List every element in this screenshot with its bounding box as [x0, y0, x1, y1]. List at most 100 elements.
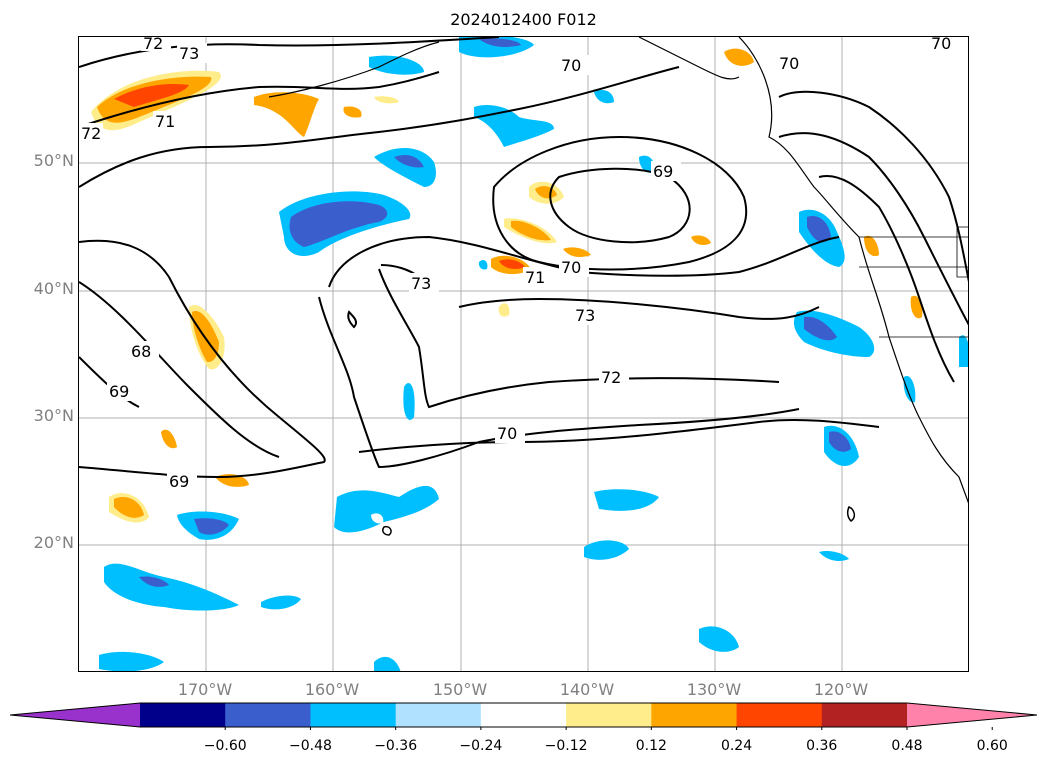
shade-negative [479, 38, 521, 47]
contour-line [778, 132, 968, 326]
shade-negative [99, 651, 164, 671]
contour-label: 70 [931, 37, 951, 53]
contour-line [458, 297, 820, 320]
shade-negative [807, 216, 831, 243]
shade-negative [594, 489, 659, 511]
contour-label: 73 [411, 274, 431, 293]
shade-negative [374, 147, 436, 187]
shade-negative [374, 656, 401, 671]
colorbar-segment [480, 703, 567, 727]
shade-negative [474, 105, 554, 147]
lon-label-130w: 130°W [686, 680, 742, 699]
contour-line [358, 418, 880, 453]
lat-label-50n: 50°N [33, 151, 74, 170]
shade-negative [104, 563, 239, 611]
lon-label-140w: 140°W [559, 680, 615, 699]
colorbar-segment [736, 703, 823, 727]
contour-label: 70 [561, 258, 581, 277]
shade-positive [724, 48, 754, 66]
contour-label: 70 [561, 56, 581, 75]
contour-label-layer: 72 73 71 72 70 70 70 69 70 71 73 73 68 [79, 37, 959, 491]
shade-negative [639, 155, 655, 173]
contour-label: 72 [143, 37, 163, 53]
shade-neutral [371, 513, 384, 524]
colorbar-segment [651, 703, 738, 727]
shade-positive [511, 220, 551, 241]
colorbar-tick-label: −0.36 [374, 738, 418, 754]
contour-line [79, 239, 326, 479]
island [846, 506, 856, 522]
shade-negative [903, 376, 916, 403]
lon-label-120w: 120°W [813, 680, 869, 699]
coastlines [268, 37, 968, 536]
shade-positive [374, 96, 399, 104]
contour-line [378, 268, 780, 409]
contour-line [778, 90, 968, 283]
shade-negative [289, 201, 388, 247]
colorbar-extend-low [10, 703, 140, 727]
colorbar-tick-label: −0.60 [203, 738, 247, 754]
contour-line [79, 71, 440, 128]
contour-label: 71 [525, 268, 545, 287]
contour-label: 71 [155, 112, 175, 131]
shade-positive [161, 429, 177, 449]
map-panel: 72 73 71 72 70 70 70 69 70 71 73 73 68 [78, 36, 969, 672]
contour-label: 69 [653, 162, 673, 181]
contour-label: 69 [109, 382, 129, 401]
colorbar-tick-label: 0.60 [976, 738, 1008, 754]
shade-negative [394, 155, 424, 168]
shade-negative [584, 540, 629, 560]
colorbar-segment [821, 703, 908, 727]
map-title: 2024012400 F012 [450, 10, 597, 29]
contour-line [79, 66, 680, 188]
lon-label-160w: 160°W [304, 680, 360, 699]
shade-negative [594, 90, 614, 104]
lon-label-170w: 170°W [177, 680, 233, 699]
colorbar-tick-label: 0.12 [635, 738, 667, 754]
contour-label: 72 [601, 368, 621, 387]
colorbar-segment [140, 703, 226, 727]
colorbar-segment [310, 703, 397, 727]
shade-positive [114, 83, 189, 107]
shade-positive [343, 106, 362, 118]
shade-positive [114, 496, 144, 518]
contour-label: 70 [779, 54, 799, 73]
contour-label: 72 [81, 124, 101, 143]
coastline-aleutians [268, 41, 440, 98]
shade-negative [261, 595, 301, 610]
shade-negative [369, 55, 424, 75]
shade-positive [192, 311, 219, 363]
colorbar-extend-high [907, 703, 1037, 727]
colorbar-tick-label: 0.36 [806, 738, 838, 754]
state-borders [956, 226, 968, 278]
shade-negative [959, 335, 968, 367]
contour-line [79, 281, 280, 458]
contour-label: 73 [575, 306, 595, 325]
contour-line [492, 135, 748, 271]
contours [79, 37, 968, 479]
contour-label: 69 [169, 472, 189, 491]
colorbar-tick-label: −0.12 [544, 738, 588, 754]
shade-negative [829, 431, 851, 452]
shade-negative [139, 576, 169, 587]
shade-positive [499, 259, 525, 269]
colorbar-tick-label: 0.24 [720, 738, 753, 754]
colorbar-tick-label: −0.24 [459, 738, 503, 754]
coastline-alaska [638, 37, 740, 80]
colorbar-segment [395, 703, 482, 727]
shade-negative [194, 518, 229, 535]
colorbar-segment [566, 703, 652, 727]
shade-negative [334, 485, 439, 533]
colorbar-outline [10, 702, 1037, 728]
contour-line [347, 310, 358, 329]
shade-negative [403, 382, 415, 420]
shade-positive [563, 247, 591, 257]
shade-negative [699, 626, 739, 652]
shade-negative [478, 259, 488, 270]
map-canvas: 72 73 71 72 70 70 70 69 70 71 73 73 68 [79, 37, 968, 671]
contour-line [549, 167, 691, 244]
contour-label: 70 [497, 424, 517, 443]
lat-label-20n: 20°N [33, 533, 74, 552]
shade-negative [804, 316, 837, 341]
colorbar-segment [225, 703, 311, 727]
